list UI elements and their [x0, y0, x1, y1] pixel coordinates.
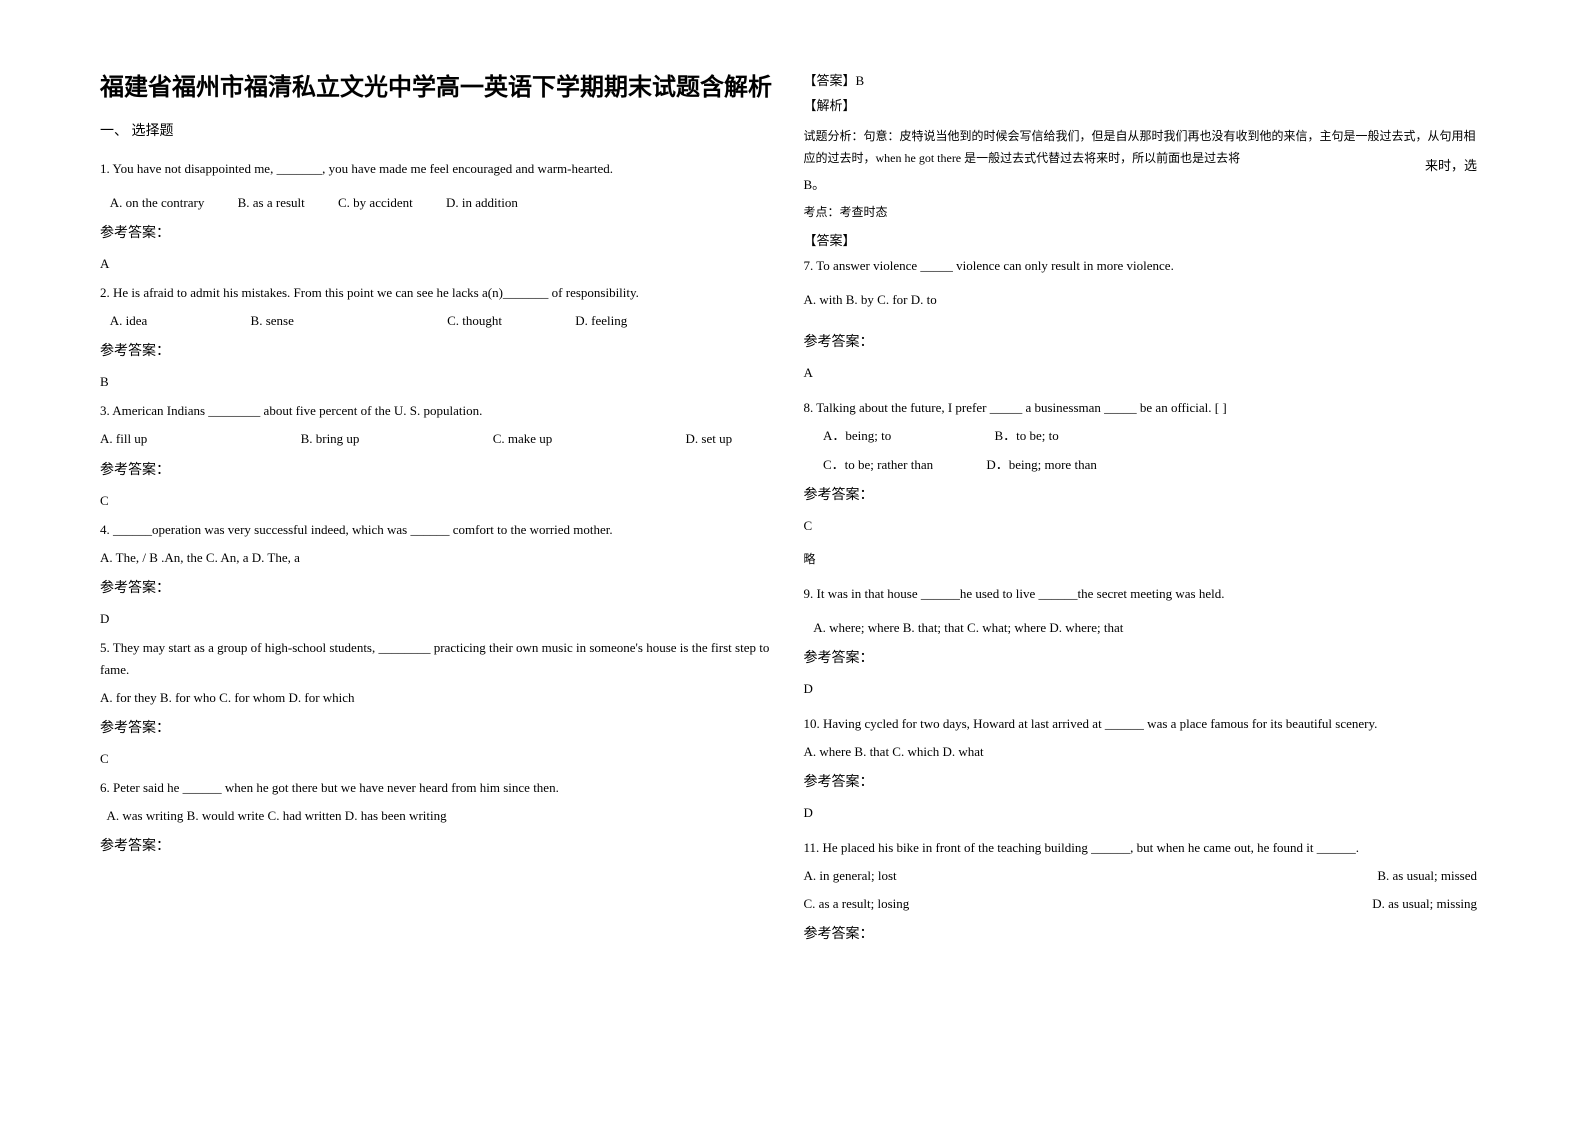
- q5-options: A. for they B. for who C. for whom D. fo…: [100, 687, 774, 709]
- q6-answer-bracket2: 【答案】: [804, 230, 1478, 249]
- q5-answer: C: [100, 751, 774, 767]
- q6-options-text: A. was writing B. would write C. had wri…: [107, 808, 447, 823]
- q6-stem: 6. Peter said he ______ when he got ther…: [100, 777, 774, 799]
- q8-answer-label: 参考答案：: [804, 484, 1478, 504]
- q3-optA: A. fill up: [100, 428, 147, 450]
- q11-options-line1: A. in general; lost B. as usual; missed: [804, 865, 1478, 887]
- q6-answer-letter: B。: [804, 174, 1478, 193]
- q11-options-line2: C. as a result; losing D. as usual; miss…: [804, 893, 1478, 915]
- q11-stem: 11. He placed his bike in front of the t…: [804, 837, 1478, 859]
- q7-stem: 7. To answer violence _____ violence can…: [804, 255, 1478, 277]
- q7-answer-label: 参考答案：: [804, 331, 1478, 351]
- q1-options: A. on the contrary B. as a result C. by …: [100, 192, 774, 214]
- q1-optB: B. as a result: [238, 192, 305, 214]
- q6-exam-point: 考点：考查时态: [804, 203, 1478, 220]
- q2-optD: D. feeling: [575, 310, 627, 332]
- q3-answer-label: 参考答案：: [100, 459, 774, 479]
- q4-answer-label: 参考答案：: [100, 577, 774, 597]
- q1-optD: D. in addition: [446, 192, 518, 214]
- q5-answer-label: 参考答案：: [100, 717, 774, 737]
- q8-optA: A．being; to: [823, 425, 891, 447]
- q11-answer-label: 参考答案：: [804, 923, 1478, 943]
- q2-optA: A. idea: [110, 310, 148, 332]
- q1-optA: A. on the contrary: [110, 192, 205, 214]
- q1-stem: 1. You have not disappointed me, _______…: [100, 158, 774, 180]
- q1-optC: C. by accident: [338, 192, 413, 214]
- q9-options: A. where; where B. that; that C. what; w…: [804, 617, 1478, 639]
- q3-optB: B. bring up: [301, 428, 360, 450]
- q8-optD: D．being; more than: [986, 454, 1096, 476]
- q1-answer: A: [100, 256, 774, 272]
- q4-options: A. The, / B .An, the C. An, a D. The, a: [100, 547, 774, 569]
- q10-stem: 10. Having cycled for two days, Howard a…: [804, 713, 1478, 735]
- q8-brief: 略: [804, 550, 1478, 567]
- q5-stem: 5. They may start as a group of high-sch…: [100, 637, 774, 681]
- q10-answer: D: [804, 805, 1478, 821]
- document-title: 福建省福州市福清私立文光中学高一英语下学期期末试题含解析: [100, 70, 774, 106]
- q3-optC: C. make up: [493, 428, 553, 450]
- q2-answer: B: [100, 374, 774, 390]
- q9-stem: 9. It was in that house ______he used to…: [804, 583, 1478, 605]
- q8-answer: C: [804, 518, 1478, 534]
- q9-answer: D: [804, 681, 1478, 697]
- q11-optB: B. as usual; missed: [1377, 865, 1477, 887]
- q4-answer: D: [100, 611, 774, 627]
- left-column: 福建省福州市福清私立文光中学高一英语下学期期末试题含解析 一、 选择题 1. Y…: [100, 70, 804, 1082]
- q1-answer-label: 参考答案：: [100, 222, 774, 242]
- q10-options: A. where B. that C. which D. what: [804, 741, 1478, 763]
- q8-optB: B．to be; to: [995, 425, 1059, 447]
- q10-answer-label: 参考答案：: [804, 771, 1478, 791]
- q6-analysis-label: 【解析】: [804, 95, 1478, 114]
- q6-answer-label: 参考答案：: [100, 835, 774, 855]
- q4-stem: 4. ______operation was very successful i…: [100, 519, 774, 541]
- q8-options-line1: A．being; to B．to be; to: [804, 425, 1478, 447]
- q6-options: A. was writing B. would write C. had wri…: [100, 805, 774, 827]
- q2-stem: 2. He is afraid to admit his mistakes. F…: [100, 282, 774, 304]
- q2-optB: B. sense: [251, 310, 294, 332]
- right-column: 【答案】B 【解析】 试题分析：句意：皮特说当他到的时候会写信给我们，但是自从那…: [804, 70, 1508, 1082]
- q3-options: A. fill up B. bring up C. make up D. set…: [100, 428, 774, 450]
- q2-optC: C. thought: [447, 310, 502, 332]
- q8-stem: 8. Talking about the future, I prefer __…: [804, 397, 1478, 419]
- q2-options: A. idea B. sense C. thought D. feeling: [100, 310, 774, 332]
- q6-answer-bracket: 【答案】B: [804, 70, 1478, 89]
- q9-options-text: A. where; where B. that; that C. what; w…: [813, 620, 1123, 635]
- q11-optC: C. as a result; losing: [804, 893, 910, 915]
- q3-answer: C: [100, 493, 774, 509]
- q11-optD: D. as usual; missing: [1372, 893, 1477, 915]
- q3-stem: 3. American Indians ________ about five …: [100, 400, 774, 422]
- q8-options-line2: C．to be; rather than D．being; more than: [804, 454, 1478, 476]
- q11-optA: A. in general; lost: [804, 865, 897, 887]
- exam-point-label: 考点：: [804, 205, 840, 219]
- q3-optD: D. set up: [686, 428, 733, 450]
- section-header: 一、 选择题: [100, 120, 774, 140]
- q7-answer: A: [804, 365, 1478, 381]
- q2-answer-label: 参考答案：: [100, 340, 774, 360]
- q9-answer-label: 参考答案：: [804, 647, 1478, 667]
- q7-options: A. with B. by C. for D. to: [804, 289, 1478, 311]
- q6-exam-point-text: 考查时态: [840, 205, 888, 219]
- q8-optC: C．to be; rather than: [823, 454, 933, 476]
